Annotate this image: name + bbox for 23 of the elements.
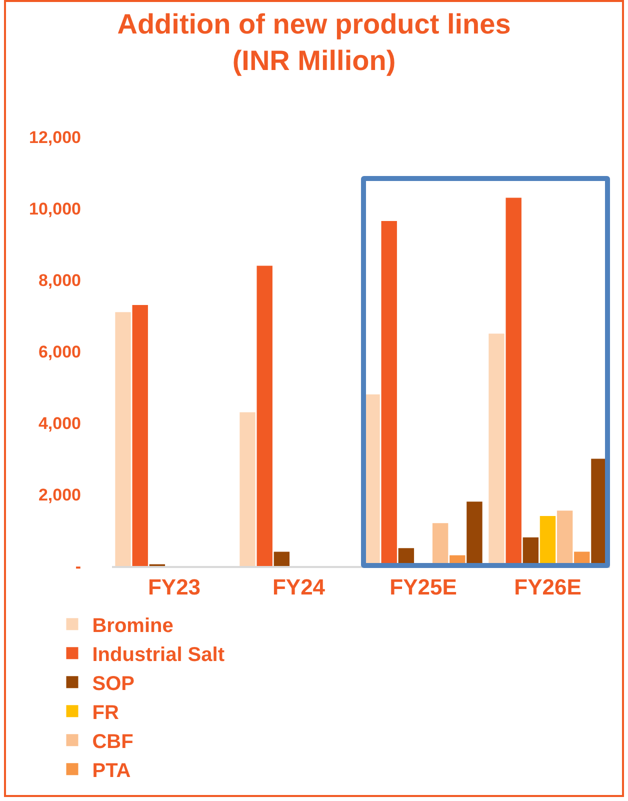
- bar: [240, 412, 256, 566]
- y-tick-label: 12,000: [29, 128, 81, 147]
- x-tick-label: FY25E: [390, 574, 457, 600]
- bar: [256, 266, 272, 566]
- legend-label: PTA: [92, 760, 131, 782]
- x-tick-label: FY26E: [514, 574, 582, 600]
- x-tick-label: FY23: [148, 574, 201, 600]
- y-tick-label: -: [75, 556, 81, 576]
- bar: [115, 312, 131, 566]
- x-tick-label: FY24: [272, 574, 326, 600]
- bar: [274, 552, 290, 566]
- legend-label: Industrial Salt: [92, 644, 225, 666]
- legend-label: FR: [92, 702, 120, 724]
- y-tick-label: 8,000: [38, 270, 81, 290]
- legend-label: Bromine: [92, 614, 174, 637]
- y-tick-label: 4,000: [38, 414, 81, 433]
- bar: [132, 305, 148, 566]
- legend-label: SOP: [92, 672, 134, 695]
- y-tick-label: 6,000: [38, 342, 81, 362]
- y-tick-label: 10,000: [29, 199, 81, 218]
- y-tick-label: 2,000: [38, 485, 81, 504]
- legend-label: CBF: [92, 730, 134, 753]
- chart-title: Addition of new product lines (INR Million): [117, 8, 511, 76]
